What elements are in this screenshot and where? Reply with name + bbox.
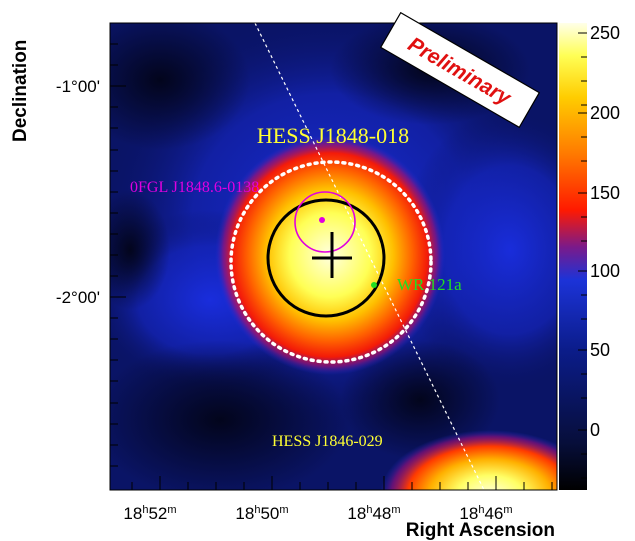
colorbar-tick-label: 0 <box>590 420 600 440</box>
colorbar-tick-label: 50 <box>590 340 610 360</box>
label-source-wr: WR 121a <box>397 275 462 294</box>
colorbar-tick-label: 200 <box>590 103 620 123</box>
colorbar <box>559 23 587 490</box>
x-axis-title: Right Ascension <box>406 520 555 541</box>
y-axis-ticks <box>110 43 126 467</box>
heatmap-area <box>110 23 557 490</box>
x-tick-label: 18h50m <box>235 504 288 523</box>
x-tick-label: 18h48m <box>347 504 400 523</box>
x-tick-label: 18h52m <box>123 504 176 523</box>
label-source-fermi: 0FGL J1848.6-0138 <box>130 179 259 196</box>
label-source-main: HESS J1848-018 <box>257 123 409 148</box>
y-axis-title: Declination <box>10 40 31 142</box>
y-tick-label: -2°00' <box>56 288 100 307</box>
x-axis-ticks <box>131 476 553 490</box>
fermi-error-circle <box>294 191 356 253</box>
wr-star-marker <box>371 282 377 288</box>
colorbar-ticks <box>578 32 587 479</box>
extraction-region-circle <box>229 160 433 364</box>
colorbar-tick-label: 150 <box>590 183 620 203</box>
y-tick-label: -1°00' <box>56 77 100 96</box>
plot-frame <box>109 22 558 491</box>
colorbar-tick-label: 250 <box>590 23 620 43</box>
fermi-source-marker <box>319 217 325 223</box>
colorbar-tick-label: 100 <box>590 261 620 281</box>
label-source-other: HESS J1846-029 <box>272 433 383 450</box>
source-extent-circle <box>266 198 386 318</box>
x-tick-label: 18h46m <box>459 504 512 523</box>
